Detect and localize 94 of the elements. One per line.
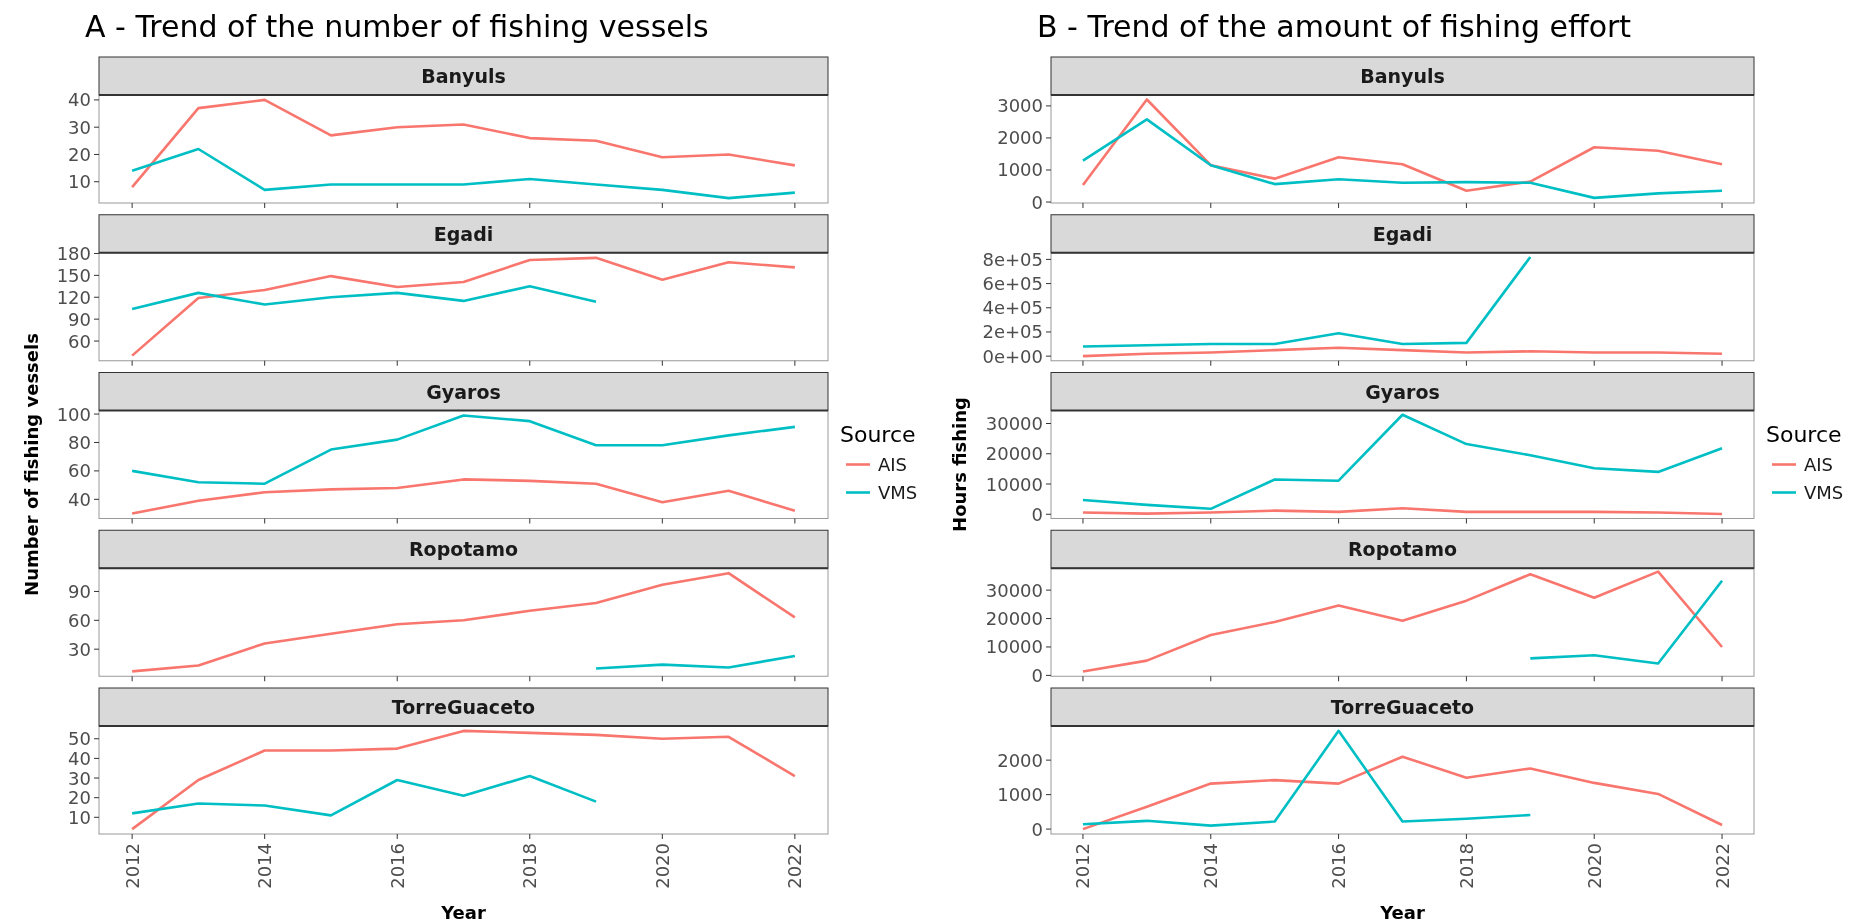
text: A - Trend of the number of fishing vessels [85, 8, 709, 44]
y-tick-label: 30 [68, 116, 91, 138]
legend-label: AIS [878, 454, 908, 475]
y-tick-label: 30 [68, 767, 91, 789]
x-tick-label: 2012 [121, 843, 143, 889]
y-tick-label: 20 [68, 143, 91, 165]
y-tick-label: 40 [68, 747, 91, 769]
line-series [1081, 346, 1724, 358]
y-tick-label: 0 [1031, 503, 1043, 525]
line-series [1529, 579, 1724, 665]
y-tick-label: 60 [68, 609, 91, 631]
line-series [1081, 413, 1724, 511]
x-tick-label: 2020 [651, 843, 673, 889]
line-series [1081, 98, 1724, 193]
x-tick-label: 2014 [1200, 843, 1222, 889]
y-tick-label: 0 [1031, 191, 1043, 213]
line-series [1081, 255, 1532, 348]
y-tick-label: 20000 [985, 443, 1043, 465]
line-series [130, 147, 797, 200]
legend-label: VMS [878, 482, 918, 503]
y-tick-label: 50 [68, 728, 91, 750]
x-tick-label: 2022 [1711, 843, 1733, 889]
y-tick-label: 90 [68, 580, 91, 602]
chart-title: TorreGuaceto [391, 696, 536, 718]
y-tick-label: 30 [68, 638, 91, 660]
line-series [130, 478, 797, 515]
y-tick-label: 30000 [985, 579, 1043, 601]
y-tick-label: 20 [68, 787, 91, 809]
y-tick-label: 1000 [997, 784, 1043, 806]
x-tick-label: 2016 [386, 843, 408, 889]
x-tick-label: 2018 [1455, 843, 1477, 889]
y-tick-label: 2000 [997, 749, 1043, 771]
y-tick-label: 10000 [985, 473, 1043, 495]
x-tick-label: 2014 [254, 843, 276, 889]
line-series [594, 654, 797, 670]
y-tick-label: 120 [56, 286, 91, 308]
y-axis-title: Hours fishing [948, 397, 970, 532]
chart-title: Gyaros [426, 380, 501, 403]
x-axis-title: Year [440, 901, 486, 923]
y-tick-label: 100 [56, 403, 91, 425]
y-tick-label: 6e+05 [982, 273, 1043, 295]
line-series [130, 256, 797, 357]
x-tick-label: 2022 [784, 843, 806, 889]
legend-label: VMS [1804, 482, 1844, 503]
y-tick-label: 0 [1031, 664, 1043, 686]
y-tick-label: 40 [68, 488, 91, 510]
y-tick-label: 150 [56, 264, 91, 286]
text: B - Trend of the amount of fishing effort [1037, 8, 1632, 44]
x-tick-label: 2012 [1072, 843, 1094, 889]
y-tick-label: 1000 [997, 159, 1043, 181]
legend-title: Source [840, 422, 916, 447]
y-tick-label: 60 [68, 460, 91, 482]
y-tick-label: 0 [1031, 818, 1043, 840]
y-axis-title: Number of fishing vessels [20, 333, 42, 596]
line-series [130, 285, 598, 311]
y-tick-label: 3000 [997, 95, 1043, 117]
x-tick-label: 2016 [1328, 843, 1350, 889]
y-tick-label: 2000 [997, 127, 1043, 149]
legend-title: Source [1766, 422, 1842, 447]
chart-title: Egadi [1372, 222, 1433, 245]
line-series [1081, 755, 1724, 831]
line-series [130, 571, 797, 673]
y-tick-label: 10 [68, 171, 91, 193]
chart-title: Ropotamo [1347, 538, 1458, 561]
y-tick-label: 10 [68, 806, 91, 828]
y-tick-label: 30000 [985, 413, 1043, 435]
legend-label: AIS [1804, 454, 1834, 475]
chart-title: Egadi [433, 222, 494, 245]
y-tick-label: 90 [68, 308, 91, 330]
line-series [130, 98, 797, 189]
chart-title: Banyuls [421, 65, 506, 87]
y-tick-label: 180 [56, 242, 91, 264]
chart-title: Banyuls [1360, 65, 1445, 87]
line-series [130, 774, 598, 817]
chart-title: Ropotamo [408, 538, 519, 561]
line-series [130, 414, 797, 485]
y-tick-label: 40 [68, 89, 91, 111]
y-tick-label: 4e+05 [982, 297, 1043, 319]
y-tick-label: 10000 [985, 636, 1043, 658]
x-tick-label: 2018 [519, 843, 541, 889]
line-series [130, 729, 797, 831]
x-axis-title: Year [1379, 901, 1425, 923]
x-tick-label: 2020 [1583, 843, 1605, 889]
chart-title: Gyaros [1365, 380, 1440, 403]
y-tick-label: 80 [68, 431, 91, 453]
y-tick-label: 0e+00 [982, 345, 1043, 367]
line-series [1081, 729, 1532, 827]
line-series [1081, 118, 1724, 200]
line-series [1081, 570, 1724, 673]
y-tick-label: 20000 [985, 608, 1043, 630]
y-tick-label: 60 [68, 330, 91, 352]
y-tick-label: 8e+05 [982, 248, 1043, 270]
y-tick-label: 2e+05 [982, 321, 1043, 343]
chart-title: TorreGuaceto [1330, 696, 1475, 718]
